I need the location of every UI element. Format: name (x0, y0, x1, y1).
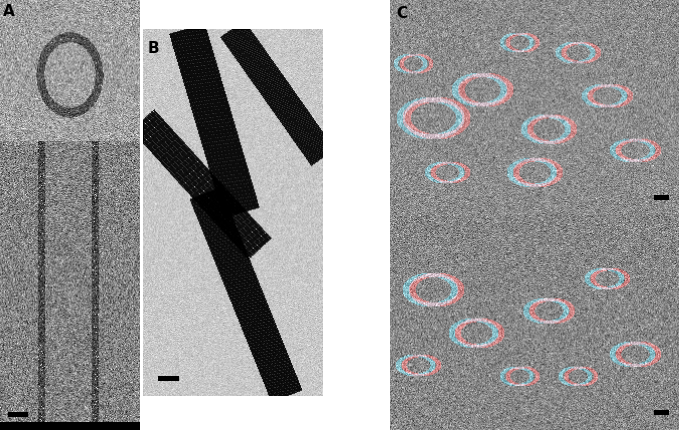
Text: A: A (3, 4, 14, 19)
Text: C: C (396, 6, 407, 22)
Text: B: B (148, 41, 160, 56)
